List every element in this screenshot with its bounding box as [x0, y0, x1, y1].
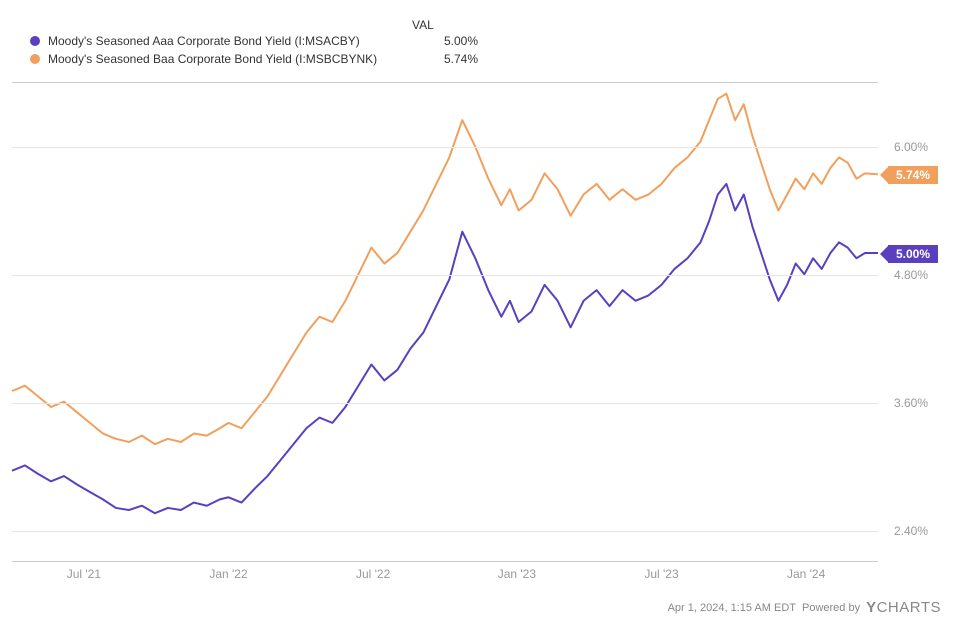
x-axis-label: Jul '23	[644, 567, 678, 581]
legend-swatch	[30, 54, 40, 64]
y-axis-label: 6.00%	[894, 140, 928, 154]
chart-lines	[12, 83, 878, 561]
chart-plot-area: 2.40%3.60%4.80%6.00%Jul '21Jan '22Jul '2…	[12, 82, 878, 562]
footer-powered-by: Powered by	[802, 602, 860, 614]
legend-row[interactable]: Moody's Seasoned Aaa Corporate Bond Yiel…	[30, 32, 478, 50]
legend-row[interactable]: Moody's Seasoned Baa Corporate Bond Yiel…	[30, 50, 478, 68]
end-value-badge-aaa: 5.00%	[888, 245, 938, 263]
end-value-badge-baa: 5.74%	[888, 166, 938, 184]
legend-value: 5.74%	[418, 52, 478, 66]
chart-footer: Apr 1, 2024, 1:15 AM EDT Powered by YCHA…	[668, 599, 941, 616]
gridline	[12, 275, 878, 276]
legend-label: Moody's Seasoned Aaa Corporate Bond Yiel…	[48, 34, 418, 48]
legend-value: 5.00%	[418, 34, 478, 48]
y-axis-label: 4.80%	[894, 268, 928, 282]
y-axis-label: 3.60%	[894, 396, 928, 410]
x-axis-label: Jul '22	[356, 567, 390, 581]
legend-val-header: VAL	[412, 18, 434, 32]
gridline	[12, 531, 878, 532]
gridline	[12, 403, 878, 404]
legend-header: VAL	[30, 18, 478, 32]
series-line-aaa	[12, 184, 878, 513]
ycharts-logo: YCHARTS	[866, 599, 941, 616]
y-axis-label: 2.40%	[894, 524, 928, 538]
x-axis-label: Jul '21	[67, 567, 101, 581]
legend: VAL Moody's Seasoned Aaa Corporate Bond …	[30, 18, 478, 68]
x-axis-label: Jan '22	[209, 567, 247, 581]
x-axis-label: Jan '24	[787, 567, 825, 581]
x-axis-label: Jan '23	[498, 567, 536, 581]
legend-label: Moody's Seasoned Baa Corporate Bond Yiel…	[48, 52, 418, 66]
footer-timestamp: Apr 1, 2024, 1:15 AM EDT	[668, 602, 796, 614]
gridline	[12, 147, 878, 148]
legend-swatch	[30, 36, 40, 46]
